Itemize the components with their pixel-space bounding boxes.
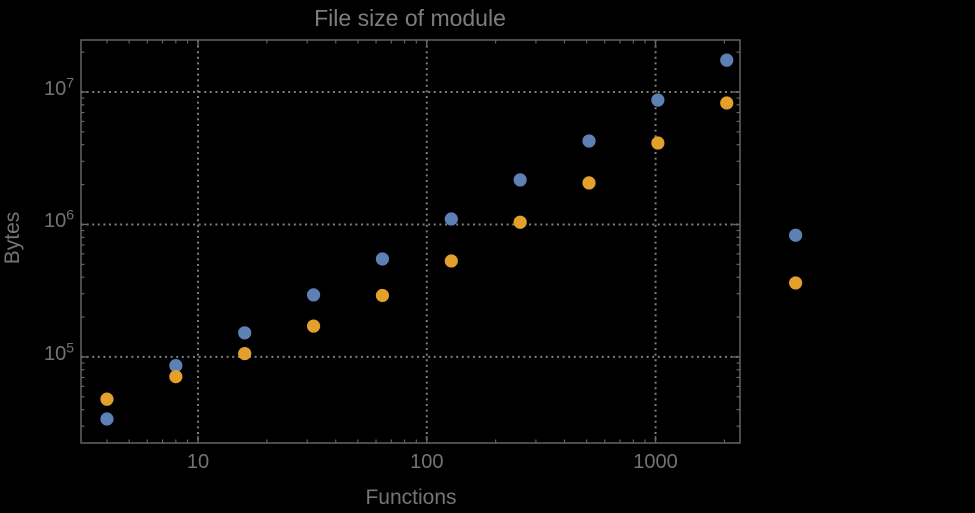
data-point-blue-series: [513, 173, 527, 187]
x-tick-label: 1000: [633, 451, 678, 473]
data-point-orange-series: [582, 176, 596, 190]
x-axis-label: Functions: [365, 486, 457, 509]
data-point-orange-series: [513, 215, 527, 229]
data-point-blue-series: [720, 53, 734, 67]
x-tick-label: 100: [410, 451, 444, 473]
data-point-blue-series: [582, 134, 596, 148]
data-point-blue-series: [238, 326, 252, 340]
chart-title: File size of module: [314, 5, 506, 31]
y-tick-label: 107: [43, 74, 74, 101]
data-point-orange-series: [169, 370, 183, 384]
data-point-orange-series: [444, 254, 458, 268]
orange-series-points: [100, 96, 803, 406]
y-tick-label: 105: [43, 339, 74, 365]
data-point-orange-series: [100, 392, 114, 406]
ticks-group: [81, 40, 740, 443]
x-tick-label: 10: [186, 451, 210, 473]
data-point-blue-series: [789, 228, 803, 242]
data-point-blue-series: [100, 412, 114, 426]
data-point-orange-series: [306, 319, 321, 333]
data-point-orange-series: [375, 288, 390, 303]
data-point-blue-series: [169, 359, 183, 373]
data-point-blue-series: [444, 212, 458, 226]
data-point-blue-series: [306, 288, 321, 302]
data-point-orange-series: [651, 136, 665, 150]
plot-frame: [80, 39, 741, 444]
data-point-blue-series: [651, 93, 665, 107]
y-axis-label: Bytes: [1, 211, 24, 265]
data-point-orange-series: [720, 96, 734, 110]
data-point-blue-series: [375, 252, 390, 266]
data-point-orange-series: [789, 276, 803, 290]
data-point-orange-series: [238, 346, 252, 361]
gridlines-group: [81, 40, 740, 443]
y-tick-label: 106: [43, 206, 74, 233]
blue-series-points: [100, 53, 803, 426]
